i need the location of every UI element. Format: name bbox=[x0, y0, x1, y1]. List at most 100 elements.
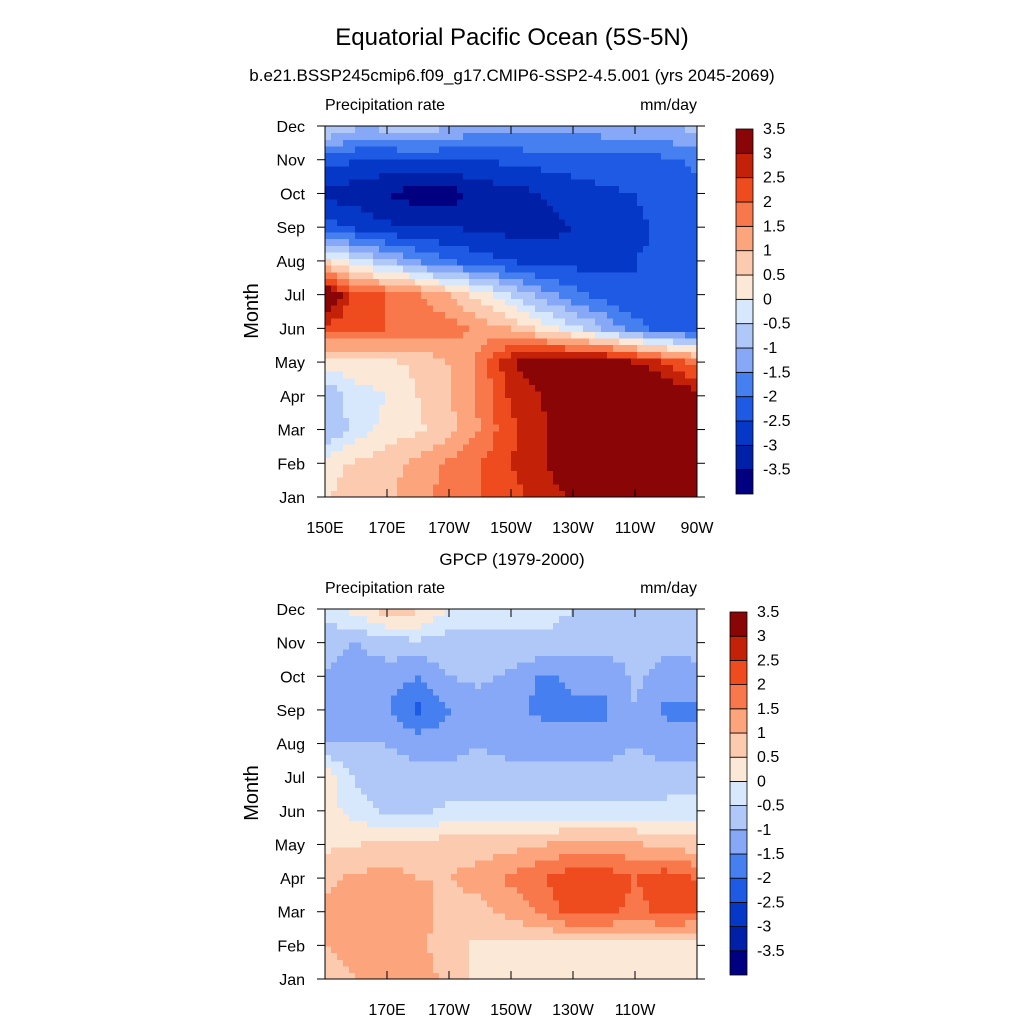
field-cell bbox=[637, 430, 644, 438]
field-cell bbox=[469, 265, 476, 273]
field-cell bbox=[673, 298, 680, 306]
field-cell bbox=[649, 351, 656, 359]
field-cell bbox=[589, 939, 596, 947]
field-cell bbox=[475, 251, 482, 260]
field-cell bbox=[523, 483, 530, 491]
field-cell bbox=[619, 291, 626, 299]
field-cell bbox=[631, 860, 638, 868]
field-cell bbox=[373, 437, 380, 445]
field-cell bbox=[523, 945, 530, 954]
field-cell bbox=[367, 906, 374, 914]
field-cell bbox=[355, 457, 362, 465]
field-cell bbox=[547, 225, 554, 233]
field-cell bbox=[583, 311, 590, 319]
field-cell bbox=[619, 410, 626, 419]
field-cell bbox=[685, 364, 692, 372]
field-cell bbox=[577, 965, 584, 973]
field-cell bbox=[379, 132, 386, 140]
field-cell bbox=[679, 833, 686, 841]
field-cell bbox=[463, 490, 470, 497]
field-cell bbox=[457, 179, 464, 187]
field-cell bbox=[325, 331, 332, 339]
field-cell bbox=[583, 404, 590, 412]
field-cell bbox=[523, 357, 530, 366]
field-cell bbox=[439, 139, 446, 147]
field-cell bbox=[367, 278, 374, 286]
field-cell bbox=[439, 232, 446, 240]
field-cell bbox=[403, 827, 410, 835]
field-cell bbox=[433, 139, 440, 147]
field-cell bbox=[433, 364, 440, 372]
field-cell bbox=[397, 152, 404, 160]
field-cell bbox=[649, 391, 656, 399]
field-cell bbox=[511, 258, 518, 266]
field-cell bbox=[505, 126, 512, 134]
field-cell bbox=[361, 430, 368, 438]
field-cell bbox=[577, 384, 584, 392]
field-cell bbox=[427, 430, 434, 438]
field-cell bbox=[613, 285, 620, 293]
field-cell bbox=[415, 846, 422, 855]
field-cell bbox=[643, 145, 650, 154]
field-cell bbox=[445, 251, 452, 260]
field-cell bbox=[637, 417, 644, 425]
field-cell bbox=[517, 324, 524, 332]
field-cell bbox=[541, 245, 548, 253]
field-cell bbox=[583, 430, 590, 438]
field-cell bbox=[397, 879, 404, 888]
field-cell bbox=[409, 483, 416, 491]
field-cell bbox=[565, 331, 572, 339]
field-cell bbox=[439, 866, 446, 874]
field-cell bbox=[637, 424, 644, 432]
field-cell bbox=[403, 965, 410, 973]
field-cell bbox=[415, 860, 422, 868]
field-cell bbox=[685, 152, 692, 160]
x-tick-label: 110W bbox=[615, 520, 657, 537]
field-cell bbox=[589, 853, 596, 861]
field-cell bbox=[421, 919, 428, 927]
field-cell bbox=[355, 945, 362, 954]
field-cell bbox=[565, 490, 572, 497]
field-cell bbox=[349, 879, 356, 888]
field-cell bbox=[571, 324, 578, 332]
colorbar-box bbox=[735, 469, 754, 495]
field-cell bbox=[409, 853, 416, 861]
field-cell bbox=[553, 258, 560, 266]
field-cell bbox=[331, 377, 338, 385]
field-cell bbox=[331, 384, 338, 392]
field-cell bbox=[553, 357, 560, 366]
field-cell bbox=[511, 457, 518, 465]
field-cell bbox=[379, 893, 386, 901]
field-cell bbox=[457, 463, 464, 472]
field-cell bbox=[517, 457, 524, 465]
field-cell bbox=[379, 860, 386, 868]
field-cell bbox=[517, 490, 524, 497]
field-cell bbox=[505, 291, 512, 299]
field-cell bbox=[691, 152, 697, 160]
field-cell bbox=[373, 357, 380, 366]
field-cell bbox=[481, 404, 488, 412]
field-cell bbox=[409, 430, 416, 438]
field-cell bbox=[355, 198, 362, 207]
field-cell bbox=[559, 251, 566, 260]
field-cell bbox=[445, 179, 452, 187]
field-cell bbox=[379, 939, 386, 947]
field-cell bbox=[691, 291, 697, 299]
field-cell bbox=[463, 311, 470, 319]
field-cell bbox=[367, 271, 374, 279]
field-cell bbox=[583, 165, 590, 173]
field-cell bbox=[505, 430, 512, 438]
field-cell bbox=[415, 198, 422, 207]
field-cell bbox=[517, 952, 524, 960]
field-cell bbox=[421, 126, 428, 134]
y-tick-label: Jun bbox=[279, 321, 305, 338]
field-cell bbox=[631, 238, 638, 246]
figure-title: Equatorial Pacific Ocean (5S-5N) bbox=[335, 24, 688, 51]
field-cell bbox=[625, 291, 632, 299]
field-cell bbox=[481, 139, 488, 147]
field-cell bbox=[343, 965, 350, 973]
field-cell bbox=[601, 126, 608, 134]
field-cell bbox=[505, 338, 512, 346]
field-cell bbox=[385, 450, 392, 458]
field-cell bbox=[571, 410, 578, 419]
